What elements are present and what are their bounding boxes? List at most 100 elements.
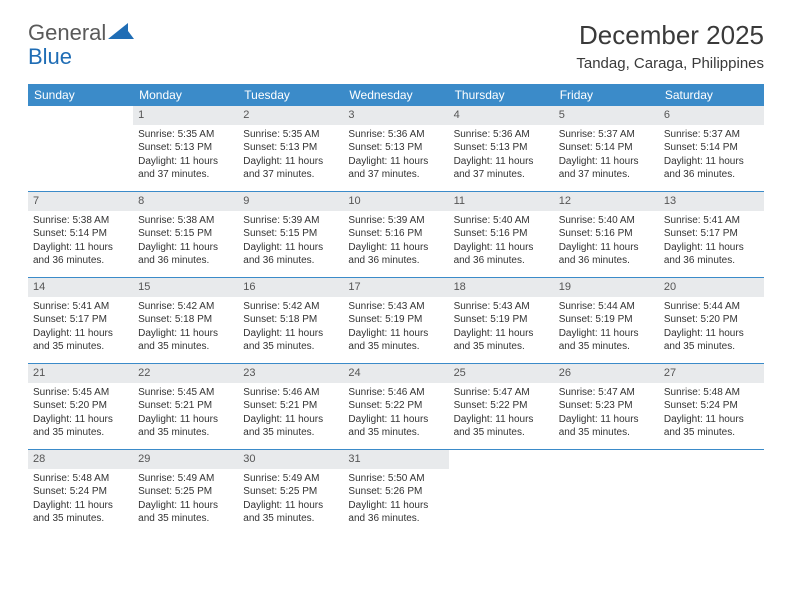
day-details: Sunrise: 5:45 AMSunset: 5:20 PMDaylight:… bbox=[28, 383, 133, 446]
calendar-cell: 13Sunrise: 5:41 AMSunset: 5:17 PMDayligh… bbox=[659, 192, 764, 278]
day-details: Sunrise: 5:48 AMSunset: 5:24 PMDaylight:… bbox=[28, 469, 133, 532]
daylight-text: Daylight: 11 hours and 36 minutes. bbox=[348, 499, 443, 526]
day-details: Sunrise: 5:37 AMSunset: 5:14 PMDaylight:… bbox=[659, 125, 764, 188]
day-number: 31 bbox=[343, 450, 448, 469]
daylight-text: Daylight: 11 hours and 36 minutes. bbox=[664, 155, 759, 182]
daylight-text: Daylight: 11 hours and 35 minutes. bbox=[243, 327, 338, 354]
day-number: 13 bbox=[659, 192, 764, 211]
sunrise-text: Sunrise: 5:47 AM bbox=[454, 386, 549, 400]
day-details: Sunrise: 5:35 AMSunset: 5:13 PMDaylight:… bbox=[133, 125, 238, 188]
daylight-text: Daylight: 11 hours and 35 minutes. bbox=[138, 327, 233, 354]
calendar-cell: 1Sunrise: 5:35 AMSunset: 5:13 PMDaylight… bbox=[133, 106, 238, 192]
sunset-text: Sunset: 5:17 PM bbox=[664, 227, 759, 241]
day-number: 22 bbox=[133, 364, 238, 383]
weekday-header: Friday bbox=[554, 84, 659, 106]
weekday-header: Monday bbox=[133, 84, 238, 106]
page-header: General December 2025 Tandag, Caraga, Ph… bbox=[28, 20, 764, 72]
month-title: December 2025 bbox=[576, 20, 764, 51]
sunset-text: Sunset: 5:20 PM bbox=[664, 313, 759, 327]
day-details: Sunrise: 5:38 AMSunset: 5:14 PMDaylight:… bbox=[28, 211, 133, 274]
daylight-text: Daylight: 11 hours and 36 minutes. bbox=[33, 241, 128, 268]
sunrise-text: Sunrise: 5:38 AM bbox=[33, 214, 128, 228]
day-details: Sunrise: 5:37 AMSunset: 5:14 PMDaylight:… bbox=[554, 125, 659, 188]
sunrise-text: Sunrise: 5:43 AM bbox=[348, 300, 443, 314]
day-details: Sunrise: 5:42 AMSunset: 5:18 PMDaylight:… bbox=[133, 297, 238, 360]
day-details: Sunrise: 5:49 AMSunset: 5:25 PMDaylight:… bbox=[133, 469, 238, 532]
day-number: 21 bbox=[28, 364, 133, 383]
calendar-cell: 23Sunrise: 5:46 AMSunset: 5:21 PMDayligh… bbox=[238, 364, 343, 450]
day-number: 15 bbox=[133, 278, 238, 297]
day-number: 26 bbox=[554, 364, 659, 383]
day-number: 8 bbox=[133, 192, 238, 211]
day-number: 16 bbox=[238, 278, 343, 297]
day-details: Sunrise: 5:41 AMSunset: 5:17 PMDaylight:… bbox=[28, 297, 133, 360]
day-details: Sunrise: 5:40 AMSunset: 5:16 PMDaylight:… bbox=[449, 211, 554, 274]
sunset-text: Sunset: 5:23 PM bbox=[559, 399, 654, 413]
sunset-text: Sunset: 5:25 PM bbox=[138, 485, 233, 499]
sunset-text: Sunset: 5:14 PM bbox=[33, 227, 128, 241]
sunrise-text: Sunrise: 5:35 AM bbox=[138, 128, 233, 142]
day-number: 9 bbox=[238, 192, 343, 211]
day-details: Sunrise: 5:50 AMSunset: 5:26 PMDaylight:… bbox=[343, 469, 448, 532]
sunset-text: Sunset: 5:21 PM bbox=[138, 399, 233, 413]
triangle-icon bbox=[108, 21, 134, 46]
daylight-text: Daylight: 11 hours and 35 minutes. bbox=[138, 499, 233, 526]
day-number: 27 bbox=[659, 364, 764, 383]
calendar-cell: 25Sunrise: 5:47 AMSunset: 5:22 PMDayligh… bbox=[449, 364, 554, 450]
sunset-text: Sunset: 5:18 PM bbox=[243, 313, 338, 327]
sunset-text: Sunset: 5:13 PM bbox=[138, 141, 233, 155]
daylight-text: Daylight: 11 hours and 35 minutes. bbox=[664, 327, 759, 354]
calendar-cell: 20Sunrise: 5:44 AMSunset: 5:20 PMDayligh… bbox=[659, 278, 764, 364]
sunset-text: Sunset: 5:15 PM bbox=[243, 227, 338, 241]
calendar-cell bbox=[28, 106, 133, 192]
day-number: 6 bbox=[659, 106, 764, 125]
sunset-text: Sunset: 5:18 PM bbox=[138, 313, 233, 327]
sunrise-text: Sunrise: 5:42 AM bbox=[138, 300, 233, 314]
day-number: 25 bbox=[449, 364, 554, 383]
day-details: Sunrise: 5:49 AMSunset: 5:25 PMDaylight:… bbox=[238, 469, 343, 532]
sunrise-text: Sunrise: 5:46 AM bbox=[348, 386, 443, 400]
daylight-text: Daylight: 11 hours and 37 minutes. bbox=[559, 155, 654, 182]
sunset-text: Sunset: 5:20 PM bbox=[33, 399, 128, 413]
sunset-text: Sunset: 5:13 PM bbox=[243, 141, 338, 155]
sunrise-text: Sunrise: 5:37 AM bbox=[559, 128, 654, 142]
day-number: 17 bbox=[343, 278, 448, 297]
sunset-text: Sunset: 5:15 PM bbox=[138, 227, 233, 241]
calendar-cell: 14Sunrise: 5:41 AMSunset: 5:17 PMDayligh… bbox=[28, 278, 133, 364]
sunset-text: Sunset: 5:19 PM bbox=[348, 313, 443, 327]
day-details: Sunrise: 5:47 AMSunset: 5:23 PMDaylight:… bbox=[554, 383, 659, 446]
calendar-body: 1Sunrise: 5:35 AMSunset: 5:13 PMDaylight… bbox=[28, 106, 764, 536]
day-details: Sunrise: 5:40 AMSunset: 5:16 PMDaylight:… bbox=[554, 211, 659, 274]
weekday-header: Tuesday bbox=[238, 84, 343, 106]
day-number: 30 bbox=[238, 450, 343, 469]
logo: General bbox=[28, 20, 136, 46]
sunset-text: Sunset: 5:13 PM bbox=[454, 141, 549, 155]
sunrise-text: Sunrise: 5:35 AM bbox=[243, 128, 338, 142]
sunrise-text: Sunrise: 5:40 AM bbox=[454, 214, 549, 228]
daylight-text: Daylight: 11 hours and 35 minutes. bbox=[454, 413, 549, 440]
day-number: 28 bbox=[28, 450, 133, 469]
day-number: 1 bbox=[133, 106, 238, 125]
calendar-header-row: SundayMondayTuesdayWednesdayThursdayFrid… bbox=[28, 84, 764, 106]
calendar-cell: 2Sunrise: 5:35 AMSunset: 5:13 PMDaylight… bbox=[238, 106, 343, 192]
weekday-header: Wednesday bbox=[343, 84, 448, 106]
sunrise-text: Sunrise: 5:43 AM bbox=[454, 300, 549, 314]
calendar-cell: 16Sunrise: 5:42 AMSunset: 5:18 PMDayligh… bbox=[238, 278, 343, 364]
day-details: Sunrise: 5:47 AMSunset: 5:22 PMDaylight:… bbox=[449, 383, 554, 446]
sunrise-text: Sunrise: 5:38 AM bbox=[138, 214, 233, 228]
day-details: Sunrise: 5:46 AMSunset: 5:21 PMDaylight:… bbox=[238, 383, 343, 446]
sunset-text: Sunset: 5:13 PM bbox=[348, 141, 443, 155]
sunrise-text: Sunrise: 5:48 AM bbox=[33, 472, 128, 486]
calendar-cell bbox=[554, 450, 659, 536]
calendar-cell: 19Sunrise: 5:44 AMSunset: 5:19 PMDayligh… bbox=[554, 278, 659, 364]
day-details: Sunrise: 5:44 AMSunset: 5:20 PMDaylight:… bbox=[659, 297, 764, 360]
sunrise-text: Sunrise: 5:46 AM bbox=[243, 386, 338, 400]
day-details: Sunrise: 5:36 AMSunset: 5:13 PMDaylight:… bbox=[449, 125, 554, 188]
day-details: Sunrise: 5:39 AMSunset: 5:16 PMDaylight:… bbox=[343, 211, 448, 274]
day-details: Sunrise: 5:41 AMSunset: 5:17 PMDaylight:… bbox=[659, 211, 764, 274]
daylight-text: Daylight: 11 hours and 37 minutes. bbox=[243, 155, 338, 182]
day-number: 29 bbox=[133, 450, 238, 469]
daylight-text: Daylight: 11 hours and 35 minutes. bbox=[454, 327, 549, 354]
day-number: 3 bbox=[343, 106, 448, 125]
sunset-text: Sunset: 5:14 PM bbox=[664, 141, 759, 155]
